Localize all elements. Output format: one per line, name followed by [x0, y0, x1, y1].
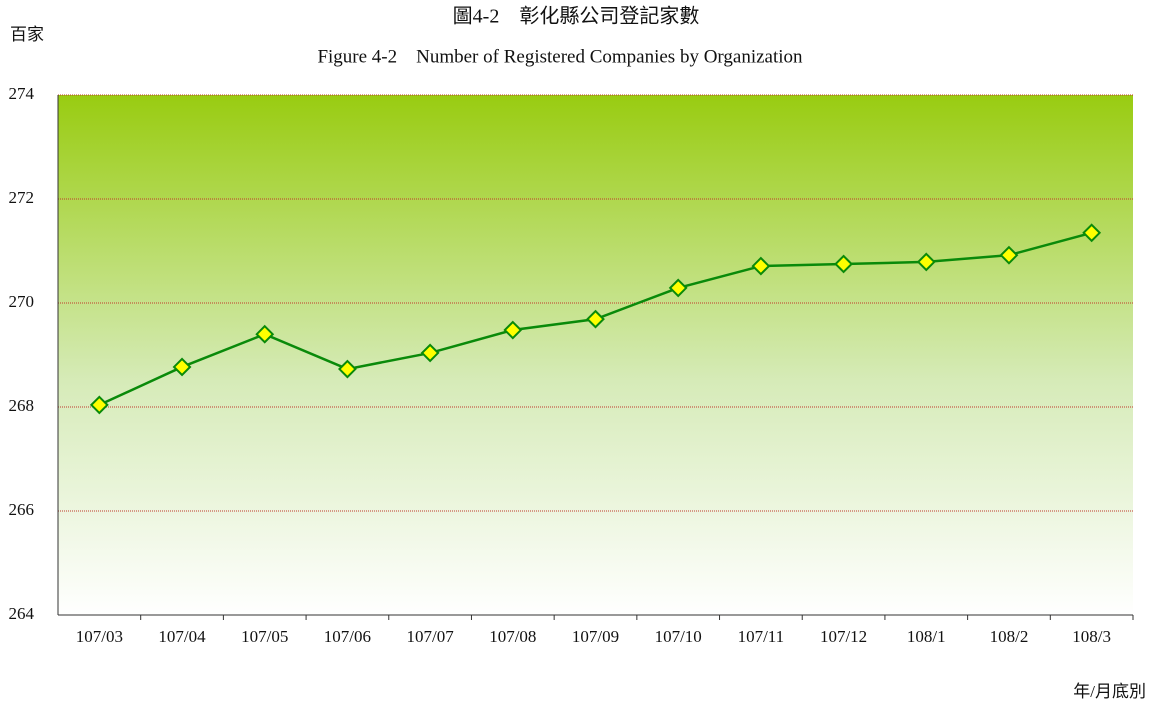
marker	[834, 254, 853, 274]
x-tick-label: 107/12	[820, 627, 867, 646]
y-tick-label: 272	[9, 188, 35, 207]
marker	[999, 245, 1019, 265]
x-tick-label: 107/07	[406, 627, 454, 646]
marker	[172, 357, 192, 377]
chart-title: 圖4-2 彰化縣公司登記家數	[453, 5, 700, 28]
plot-area	[58, 95, 1133, 615]
marker	[1082, 223, 1102, 243]
x-tick-label: 107/05	[241, 627, 288, 646]
y-tick-label: 274	[9, 84, 35, 103]
x-tick-label: 108/1	[907, 627, 946, 646]
x-tick-label: 107/11	[738, 627, 785, 646]
marker	[420, 343, 440, 363]
marker	[338, 359, 357, 379]
chart-subtitle: Figure 4-2 Number of Registered Companie…	[317, 46, 803, 67]
y-tick-label: 268	[9, 396, 35, 415]
x-tick-label: 107/10	[655, 627, 702, 646]
x-tick-label: 107/04	[158, 627, 206, 646]
x-axis-label: 年/月底別	[1073, 682, 1146, 701]
x-tick-label: 107/06	[324, 627, 371, 646]
marker	[916, 252, 936, 272]
marker	[89, 395, 109, 415]
y-tick-label: 264	[9, 604, 35, 623]
marker	[503, 320, 523, 340]
x-tick-label: 107/08	[489, 627, 536, 646]
x-tick-label: 107/03	[76, 627, 123, 646]
x-tick-label: 108/2	[990, 627, 1029, 646]
y-tick-label: 270	[9, 292, 35, 311]
y-axis-label: 百家	[10, 25, 44, 44]
marker	[668, 278, 688, 298]
y-tick-label: 266	[9, 500, 35, 519]
marker	[586, 309, 605, 329]
marker	[255, 324, 275, 344]
marker	[751, 256, 771, 276]
x-tick-label: 107/09	[572, 627, 619, 646]
x-tick-label: 108/3	[1072, 627, 1111, 646]
